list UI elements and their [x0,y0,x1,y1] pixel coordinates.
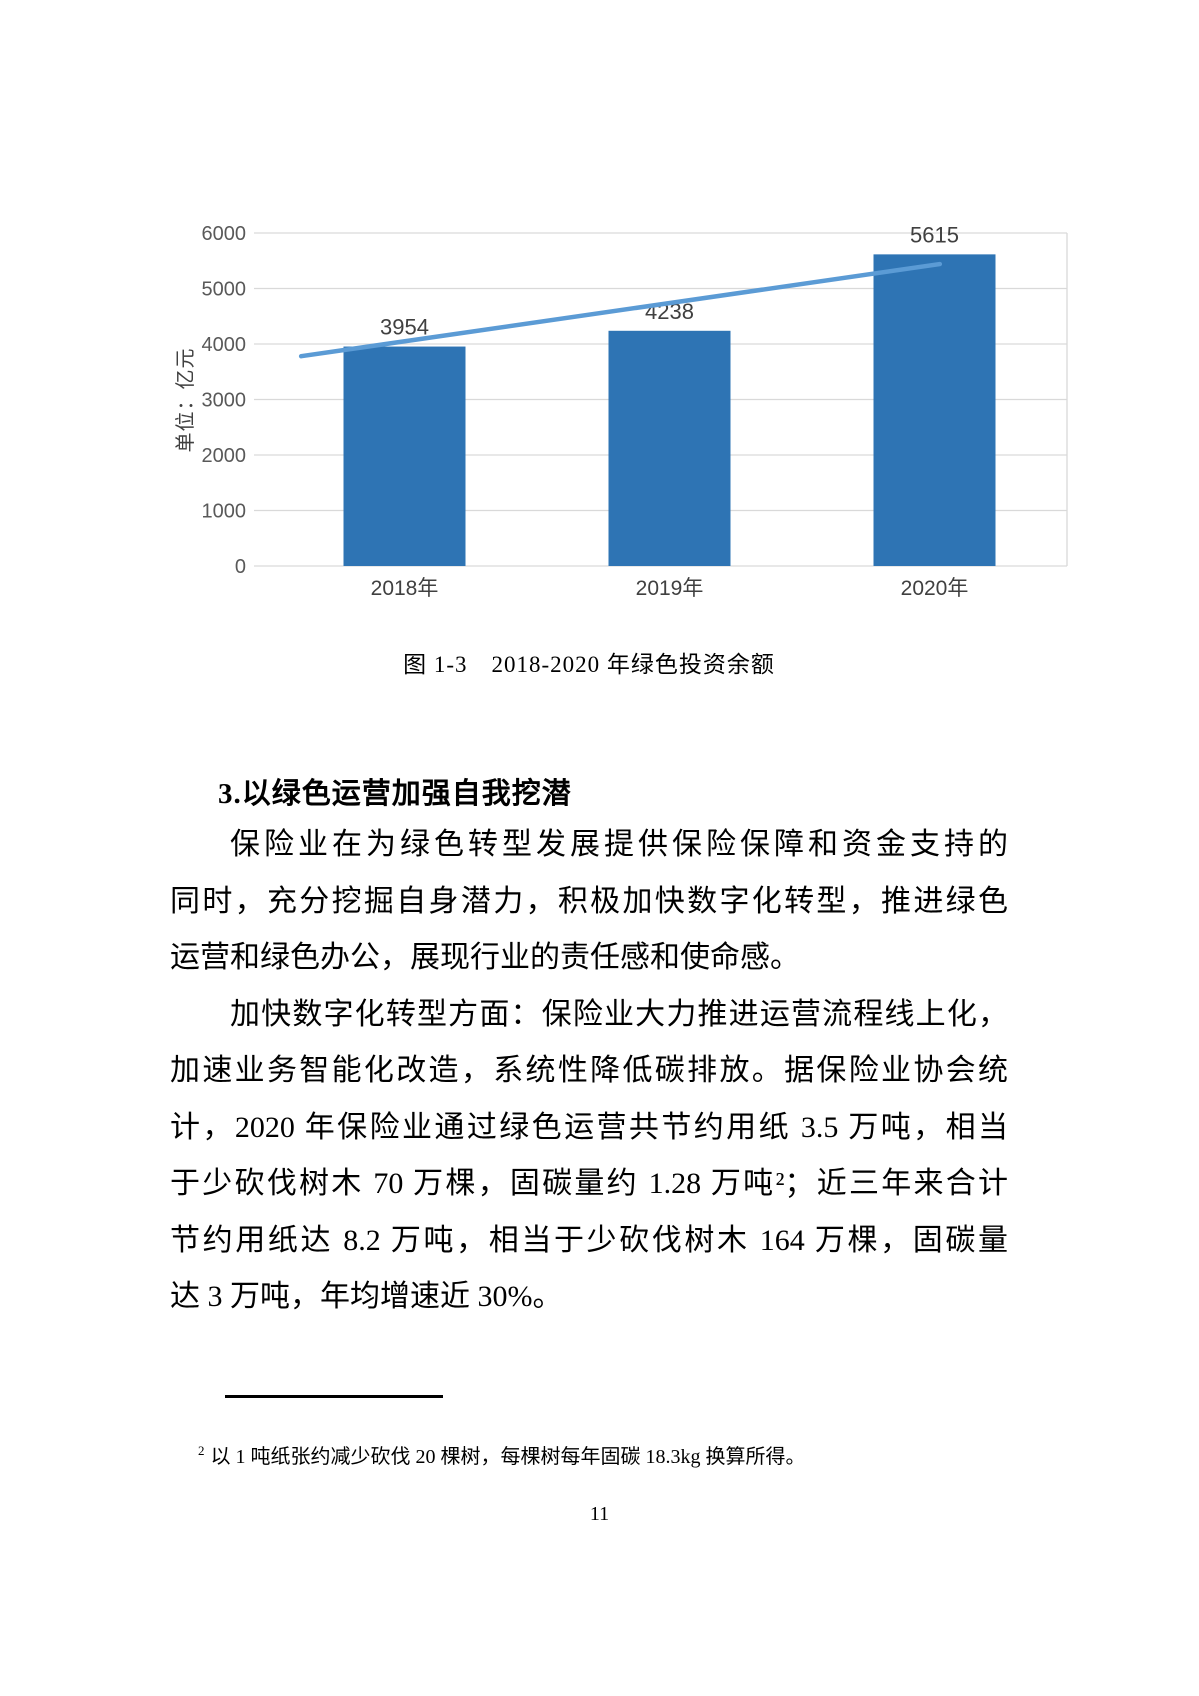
data-label: 3954 [380,315,429,340]
data-label: 5615 [910,222,959,247]
trend-line [298,261,943,359]
x-tick-label: 2018年 [371,577,439,600]
y-tick-label: 1000 [202,501,247,523]
y-tick-label: 2000 [202,445,247,467]
body-text: 保险业在为绿色转型发展提供保险保障和资金支持的 同时，充分挖掘自身潜力，积极加快… [170,817,1008,1326]
bar-2020年 [873,254,996,566]
body-line: 同时，充分挖掘自身潜力，积极加快数字化转型，推进绿色 [170,884,1008,918]
body-line: 达 3 万吨，年均增速近 30%。 [170,1280,563,1313]
body-line: 加速业务智能化改造，系统性降低碳排放。据保险业协会统 [170,1054,1008,1087]
footnote-text: 以 1 吨纸张约减少砍伐 20 棵树，每棵树每年固碳 18.3kg 换算所得。 [210,1446,806,1468]
y-tick-label: 0 [235,556,246,578]
x-tick-label: 2020年 [901,577,969,600]
body-line: 于少砍伐树木 70 万棵，固碳量约 1.28 万吨²；近三年来合计 [170,1167,1008,1200]
footnote-separator [225,1395,443,1398]
investment-chart: 0 1000 2000 3000 4000 5000 6000 3954 2018年 4238 20… [150,180,1090,640]
y-axis-title: 单位：亿元 [174,348,197,453]
investment-chart-svg: 010002000300040005000600039542018年423820… [174,222,1068,600]
y-tick-label: 3000 [202,390,247,412]
body-line: 保险业在为绿色转型发展提供保险保障和资金支持的 [230,828,1008,861]
body-line: 运营和绿色办公，展现行业的责任感和使命感。 [170,941,800,974]
section-heading: 3.以绿色运营加强自我挖潜 [218,778,572,810]
page-number: 11 [589,1503,610,1525]
body-line: 节约用纸达 8.2 万吨，相当于少砍伐树木 164 万棵，固碳量 [170,1223,1008,1257]
y-tick-label: 5000 [202,279,247,301]
chart-caption: 图 1-3 2018-2020 年绿色投资余额 [403,652,775,677]
footnote-marker: 2 [198,1443,205,1459]
bar-2019年 [608,330,731,566]
footnote: 2 以 1 吨纸张约减少砍伐 20 棵树，每棵树每年固碳 18.3kg 换算所得。 [198,1440,1038,1469]
y-tick-label: 4000 [202,334,247,356]
body-line: 计，2020 年保险业通过绿色运营共节约用纸 3.5 万吨，相当 [170,1110,1008,1144]
x-tick-label: 2019年 [636,577,704,600]
y-tick-label: 6000 [202,223,247,245]
bar-2018年 [343,346,466,566]
body-line: 加快数字化转型方面：保险业大力推进运营流程线上化， [230,997,1008,1031]
